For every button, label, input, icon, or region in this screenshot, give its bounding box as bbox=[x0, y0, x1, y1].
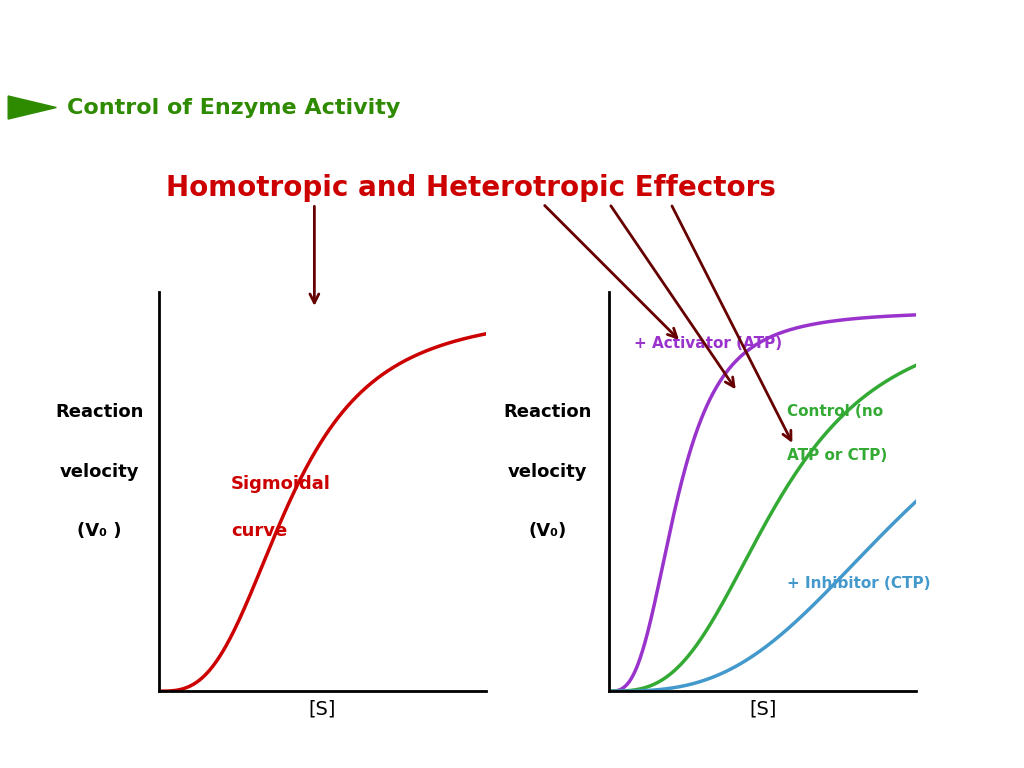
X-axis label: [S]: [S] bbox=[750, 700, 776, 719]
Text: (V₀): (V₀) bbox=[528, 522, 567, 541]
Text: Control of Enzyme Activity: Control of Enzyme Activity bbox=[67, 98, 400, 118]
Text: (V₀ ): (V₀ ) bbox=[78, 522, 122, 541]
Text: velocity: velocity bbox=[508, 462, 588, 481]
Text: + Inhibitor (CTP): + Inhibitor (CTP) bbox=[787, 576, 931, 591]
Text: Reaction: Reaction bbox=[504, 402, 592, 421]
Text: Reaction: Reaction bbox=[55, 402, 144, 421]
X-axis label: [S]: [S] bbox=[309, 700, 336, 719]
Text: Sigmoidal: Sigmoidal bbox=[230, 475, 331, 492]
Text: velocity: velocity bbox=[60, 462, 139, 481]
Text: curve: curve bbox=[230, 522, 287, 541]
Text: + Activator (ATP): + Activator (ATP) bbox=[634, 336, 782, 351]
Text: ATP or CTP): ATP or CTP) bbox=[787, 448, 888, 463]
Polygon shape bbox=[8, 96, 56, 119]
Text: Homotropic and Heterotropic Effectors: Homotropic and Heterotropic Effectors bbox=[166, 174, 776, 202]
Text: Control (no: Control (no bbox=[787, 404, 884, 419]
